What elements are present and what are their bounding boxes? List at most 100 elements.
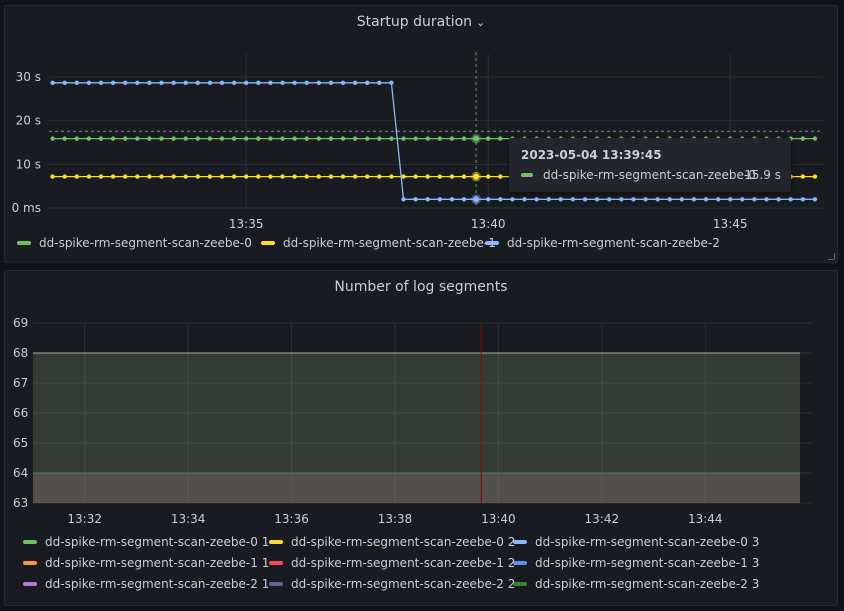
legend-swatch: [513, 560, 527, 565]
series-line-2: [52, 82, 815, 200]
data-point: [449, 136, 455, 141]
data-point: [268, 80, 273, 85]
resize-handle[interactable]: [828, 253, 835, 260]
data-point: [340, 136, 346, 141]
area-fill: [33, 473, 801, 503]
data-point: [328, 174, 334, 179]
data-point: [377, 174, 382, 179]
data-point: [425, 174, 430, 179]
data-point: [316, 136, 322, 141]
data-point: [340, 80, 346, 85]
data-point: [110, 136, 116, 141]
data-point: [679, 197, 685, 202]
data-point: [486, 136, 491, 141]
legend-item[interactable]: dd-spike-rm-segment-scan-zeebe-2 2: [269, 577, 515, 591]
data-point: [534, 197, 539, 202]
y-tick-label: 63: [13, 496, 28, 510]
x-tick-label: 13:40: [481, 512, 516, 526]
legend-item[interactable]: dd-spike-rm-segment-scan-zeebe-2 3: [513, 577, 759, 591]
data-point: [352, 136, 358, 141]
data-point: [413, 174, 418, 179]
legend-swatch: [269, 560, 283, 565]
data-point: [522, 197, 527, 202]
legend-item[interactable]: dd-spike-rm-segment-scan-zeebe-1 1: [23, 556, 269, 570]
data-point: [231, 174, 237, 179]
legend-item[interactable]: dd-spike-rm-segment-scan-zeebe-2: [485, 236, 720, 250]
y-tick-label: 65: [13, 436, 28, 450]
data-point: [437, 197, 443, 202]
data-point: [352, 174, 358, 179]
legend-item[interactable]: dd-spike-rm-segment-scan-zeebe-0 3: [513, 535, 759, 549]
data-point: [62, 174, 67, 179]
data-point: [171, 174, 176, 179]
data-point: [50, 174, 55, 179]
panel-title[interactable]: Startup duration ⌄: [5, 14, 837, 30]
x-tick-label: 13:32: [67, 512, 102, 526]
y-tick-label: 68: [13, 346, 28, 360]
data-point: [159, 80, 164, 85]
area-fill: [33, 473, 801, 503]
data-point: [292, 174, 297, 179]
data-point: [74, 80, 80, 85]
y-tick-label: 64: [13, 466, 28, 480]
data-point: [389, 136, 394, 141]
data-point: [437, 174, 443, 179]
data-point: [461, 174, 467, 179]
legend-swatch: [17, 240, 31, 245]
tooltip-series-name: dd-spike-rm-segment-scan-zeebe-0: [543, 168, 756, 182]
data-point: [558, 197, 564, 202]
area-fill: [33, 353, 801, 503]
data-point: [425, 197, 430, 202]
legend-item[interactable]: dd-spike-rm-segment-scan-zeebe-0: [17, 236, 252, 250]
data-point: [304, 174, 309, 179]
data-point: [546, 197, 551, 202]
data-point: [377, 80, 382, 85]
log-segments-chart[interactable]: 63 64 65 66 67 68 69 13:32 13:34 13:36 13:38 13:40 1…: [5, 271, 839, 607]
data-point: [86, 174, 92, 179]
data-point: [328, 80, 334, 85]
data-point: [123, 80, 128, 85]
data-point: [788, 197, 793, 202]
legend-item[interactable]: dd-spike-rm-segment-scan-zeebe-1: [261, 236, 496, 250]
tooltip-series-swatch: [521, 172, 533, 177]
data-point: [401, 136, 406, 141]
legend-item[interactable]: dd-spike-rm-segment-scan-zeebe-0 2: [269, 535, 515, 549]
legend-label: dd-spike-rm-segment-scan-zeebe-1: [283, 236, 496, 250]
data-point: [50, 136, 55, 141]
data-point: [98, 136, 104, 141]
x-tick-label: 13:35: [229, 217, 264, 231]
data-point: [449, 197, 455, 202]
data-point: [147, 136, 152, 141]
data-point: [582, 197, 588, 202]
legend-item[interactable]: dd-spike-rm-segment-scan-zeebe-0 1: [23, 535, 269, 549]
panel-title[interactable]: Number of log segments: [5, 279, 837, 295]
legend-label: dd-spike-rm-segment-scan-zeebe-0: [39, 236, 252, 250]
data-point: [461, 197, 467, 202]
data-point: [643, 197, 648, 202]
data-point: [183, 80, 188, 85]
data-point: [110, 80, 116, 85]
data-point: [219, 136, 225, 141]
y-tick-label: 67: [13, 376, 28, 390]
data-point: [365, 174, 370, 179]
tooltip-row: dd-spike-rm-segment-scan-zeebe-0 15.9 s: [521, 168, 781, 182]
data-point: [401, 174, 406, 179]
x-tick-label: 13:45: [713, 217, 748, 231]
data-point: [437, 136, 443, 141]
legend-item[interactable]: dd-spike-rm-segment-scan-zeebe-1 2: [269, 556, 515, 570]
legend-item[interactable]: dd-spike-rm-segment-scan-zeebe-2 1: [23, 577, 269, 591]
data-point: [219, 174, 225, 179]
tooltip-time: 2023-05-04 13:39:45: [521, 148, 662, 162]
tooltip-value: 15.9 s: [744, 168, 781, 182]
data-point: [135, 136, 140, 141]
data-point: [812, 197, 818, 202]
data-point: [425, 136, 430, 141]
legend-item[interactable]: dd-spike-rm-segment-scan-zeebe-1 3: [513, 556, 759, 570]
data-point: [703, 197, 709, 202]
data-point: [159, 136, 164, 141]
startup-duration-chart[interactable]: 0 ms 10 s 20 s 30 s 13:35 13:40 13:45: [5, 6, 839, 264]
legend-label: dd-spike-rm-segment-scan-zeebe-2 3: [535, 577, 760, 591]
chevron-down-icon[interactable]: ⌄: [476, 16, 486, 29]
data-point: [280, 136, 285, 141]
data-point: [655, 197, 660, 202]
